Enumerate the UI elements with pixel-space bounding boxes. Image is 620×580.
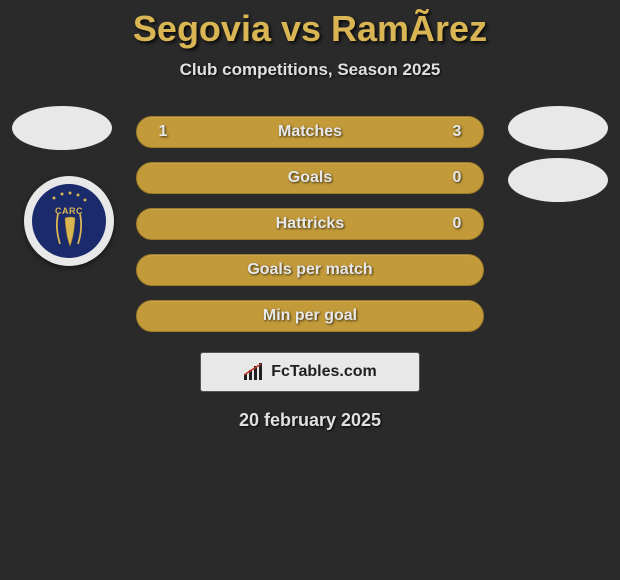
comparison-panel: CARC 1Matches3Goals0Hattricks0Goals per … [0, 116, 620, 431]
attribution-badge: FcTables.com [200, 352, 420, 392]
club-badge-text: CARC [55, 206, 83, 216]
player-left-avatar-placeholder [12, 106, 112, 150]
stat-label: Goals per match [175, 261, 445, 279]
stat-label: Goals [175, 169, 445, 187]
stat-value-right: 0 [445, 169, 469, 187]
stat-bar: 1Matches3 [136, 116, 484, 148]
page-title: Segovia vs RamÃ­rez [0, 0, 620, 50]
stat-label: Hattricks [175, 215, 445, 233]
footer-date: 20 february 2025 [0, 410, 620, 431]
stat-bar: Goals per match [136, 254, 484, 286]
stat-bar: Goals0 [136, 162, 484, 194]
stat-value-right: 3 [445, 123, 469, 141]
stat-label: Matches [175, 123, 445, 141]
stat-bar: Min per goal [136, 300, 484, 332]
player-right-avatar-placeholder [508, 106, 608, 150]
club-badge-inner: CARC [32, 184, 106, 258]
club-crest-icon [32, 184, 106, 258]
attribution-text: FcTables.com [271, 363, 377, 381]
stat-label: Min per goal [175, 307, 445, 325]
stat-bar: Hattricks0 [136, 208, 484, 240]
club-badge-left: CARC [24, 176, 114, 266]
page-subtitle: Club competitions, Season 2025 [0, 60, 620, 80]
bar-chart-icon [243, 363, 265, 381]
player-right-club-placeholder [508, 158, 608, 202]
stat-bars: 1Matches3Goals0Hattricks0Goals per match… [136, 116, 484, 332]
stat-value-right: 0 [445, 215, 469, 233]
stat-value-left: 1 [151, 123, 175, 141]
